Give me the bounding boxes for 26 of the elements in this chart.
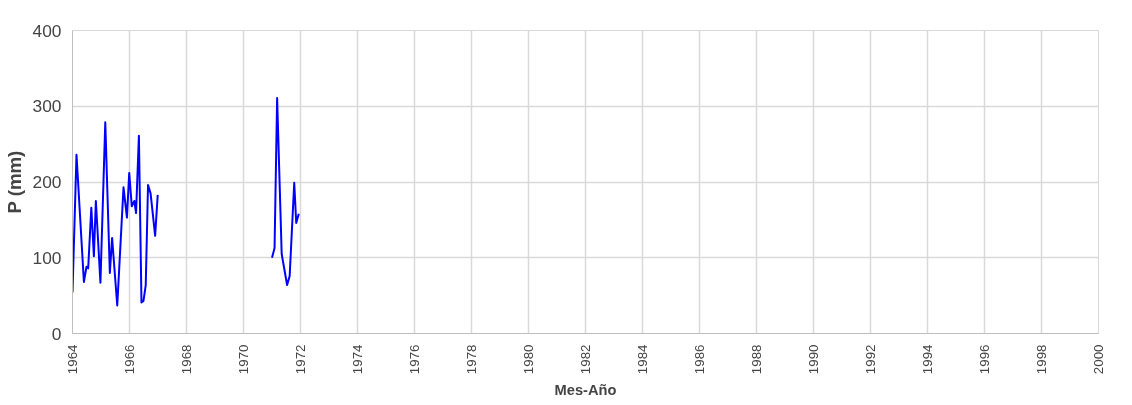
x-tick-label: 1972 bbox=[293, 344, 308, 375]
x-tick-label: 1998 bbox=[1034, 344, 1049, 375]
x-tick-label: 1996 bbox=[977, 344, 992, 375]
x-tick-label: 1974 bbox=[350, 343, 365, 375]
x-tick-label: 1978 bbox=[464, 344, 479, 375]
x-tick-label: 1980 bbox=[521, 344, 536, 375]
x-tick-label: 1982 bbox=[578, 344, 593, 375]
x-tick-label: 1994 bbox=[920, 343, 935, 375]
x-tick-label: 1988 bbox=[749, 344, 764, 375]
x-tick-label: 1990 bbox=[806, 344, 821, 375]
y-tick-label: 400 bbox=[32, 20, 62, 41]
y-tick-label: 300 bbox=[32, 96, 62, 117]
x-tick-label: 1984 bbox=[635, 343, 650, 375]
y-axis-title: P (mm) bbox=[3, 150, 25, 214]
x-tick-label: 1966 bbox=[122, 344, 137, 375]
x-tick-label: 1964 bbox=[65, 343, 80, 375]
x-tick-label: 1992 bbox=[863, 344, 878, 375]
y-tick-label: 100 bbox=[32, 247, 62, 268]
x-tick-label: 1968 bbox=[179, 344, 194, 375]
x-tick-label: 1976 bbox=[407, 344, 422, 375]
x-tick-label: 1986 bbox=[692, 344, 707, 375]
x-tick-label: 1970 bbox=[236, 344, 251, 375]
x-axis-title: Mes-Año bbox=[554, 382, 617, 399]
x-tick-label: 2000 bbox=[1091, 344, 1106, 375]
y-tick-label: 200 bbox=[32, 172, 62, 192]
y-tick-label: 0 bbox=[51, 323, 62, 344]
